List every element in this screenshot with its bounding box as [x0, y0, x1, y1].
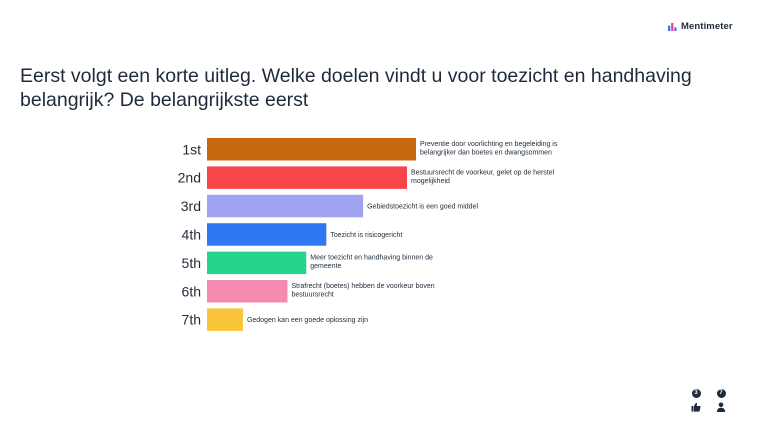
bar-data-label: Strafrecht (boetes) hebben de voorkeur b…: [291, 283, 434, 299]
rank-label: 3rd: [181, 198, 201, 214]
rank-bar: [207, 308, 243, 331]
rank-bar: [207, 251, 307, 275]
reactions-button[interactable]: 3: [688, 389, 704, 415]
rank-bar: [207, 166, 408, 189]
participants-button[interactable]: 7: [713, 389, 729, 415]
participants-count: 7: [716, 389, 726, 398]
brand-name: Mentimeter: [681, 21, 733, 32]
rank-bar: [207, 223, 327, 246]
question-title: Eerst volgt een korte uitleg. Welke doel…: [20, 65, 692, 111]
bar-data-label: Gebiedstoezicht is een goed middel: [367, 204, 478, 211]
rank-bar: [207, 280, 288, 303]
rank-label: 1st: [182, 141, 201, 157]
bar-data-label: Toezicht is risicogericht: [330, 232, 402, 239]
rank-label: 7th: [182, 312, 201, 328]
rank-bar: [207, 138, 416, 161]
rank-label: 4th: [182, 226, 201, 242]
bar-data-label: Preventie door voorlichting en begeleidi…: [420, 141, 558, 157]
bar-data-label: Meer toezicht en handhaving binnen de gem…: [310, 255, 433, 271]
rank-label: 6th: [182, 283, 201, 299]
rank-label: 2nd: [178, 170, 201, 186]
rank-label: 5th: [182, 255, 201, 271]
thumbs-up-icon: [691, 402, 701, 412]
brand-logo: Mentimeter: [668, 21, 733, 32]
bar-data-label: Bestuursrecht de voorkeur, gelet op de h…: [411, 169, 555, 185]
person-icon: [716, 402, 726, 412]
bar-chart-icon: [668, 22, 677, 31]
reactions-count: 3: [691, 389, 701, 398]
rank-bar: [207, 194, 364, 218]
bar-data-label: Gedogen kan een goede oplossing zijn: [247, 317, 368, 324]
